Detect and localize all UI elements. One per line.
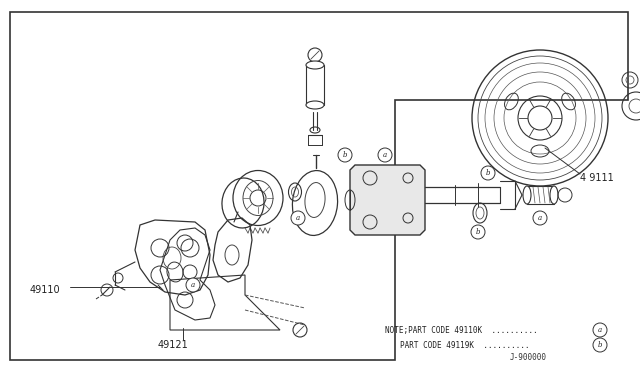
Circle shape: [593, 338, 607, 352]
Text: a: a: [598, 326, 602, 334]
Text: 49110: 49110: [30, 285, 61, 295]
Text: b: b: [598, 341, 602, 349]
Circle shape: [291, 211, 305, 225]
Text: a: a: [191, 281, 195, 289]
Text: 49121: 49121: [158, 340, 189, 350]
Polygon shape: [10, 12, 628, 360]
Text: 4 9111: 4 9111: [580, 173, 614, 183]
Ellipse shape: [523, 186, 531, 204]
Text: J-900000: J-900000: [510, 353, 547, 362]
Circle shape: [533, 211, 547, 225]
Text: a: a: [383, 151, 387, 159]
Circle shape: [338, 148, 352, 162]
Circle shape: [471, 225, 485, 239]
Ellipse shape: [306, 101, 324, 109]
Circle shape: [593, 323, 607, 337]
Text: NOTE;PART CODE 49110K  ..........: NOTE;PART CODE 49110K ..........: [385, 326, 538, 334]
Text: a: a: [538, 214, 542, 222]
Ellipse shape: [550, 186, 558, 204]
Text: b: b: [343, 151, 348, 159]
Circle shape: [378, 148, 392, 162]
Ellipse shape: [306, 61, 324, 69]
Text: b: b: [476, 228, 480, 236]
Circle shape: [481, 166, 495, 180]
Text: b: b: [486, 169, 490, 177]
Text: a: a: [296, 214, 300, 222]
Circle shape: [186, 278, 200, 292]
Polygon shape: [350, 165, 425, 235]
Text: PART CODE 49119K  ..........: PART CODE 49119K ..........: [400, 340, 529, 350]
